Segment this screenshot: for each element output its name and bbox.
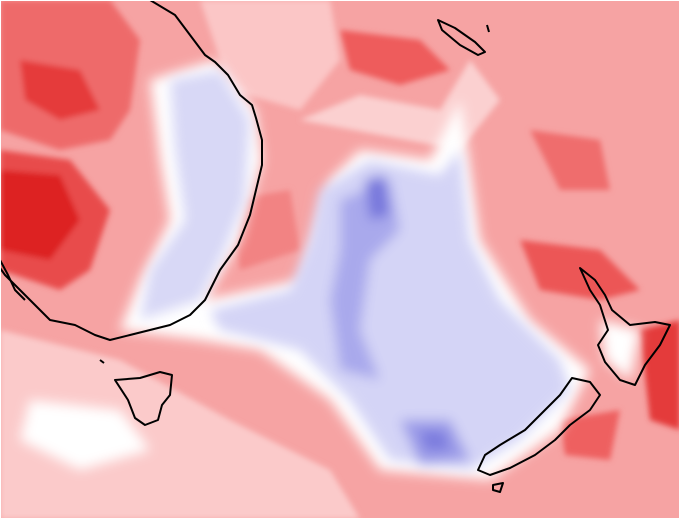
island-coast [99, 359, 105, 364]
coastlines [0, 0, 671, 493]
light-blue-area [140, 70, 250, 320]
white-area [600, 320, 640, 380]
deep-blue-area [365, 175, 390, 220]
nz-south-island-coast [477, 377, 601, 476]
stewart-island-coast [492, 482, 504, 493]
light-pink-area [200, 0, 340, 110]
deep-blue-area [420, 430, 450, 450]
blue-area [330, 180, 400, 380]
tasmania-coast [114, 371, 173, 426]
red-area [530, 130, 610, 190]
light-pink-area [0, 330, 360, 519]
light-blue-area [210, 150, 570, 470]
white-area [20, 400, 150, 470]
red-area [560, 410, 620, 460]
deep-red-area [0, 170, 80, 260]
nz-north-island-coast [579, 267, 671, 386]
cool-anomaly-patches [140, 70, 570, 470]
deep-red-area [640, 320, 680, 430]
island-coast [486, 24, 490, 33]
australia-coast [0, 259, 26, 301]
red-area [340, 30, 450, 85]
deep-red-area [20, 60, 100, 120]
new-caledonia-coast [437, 19, 486, 56]
australia-coast [0, 0, 263, 341]
